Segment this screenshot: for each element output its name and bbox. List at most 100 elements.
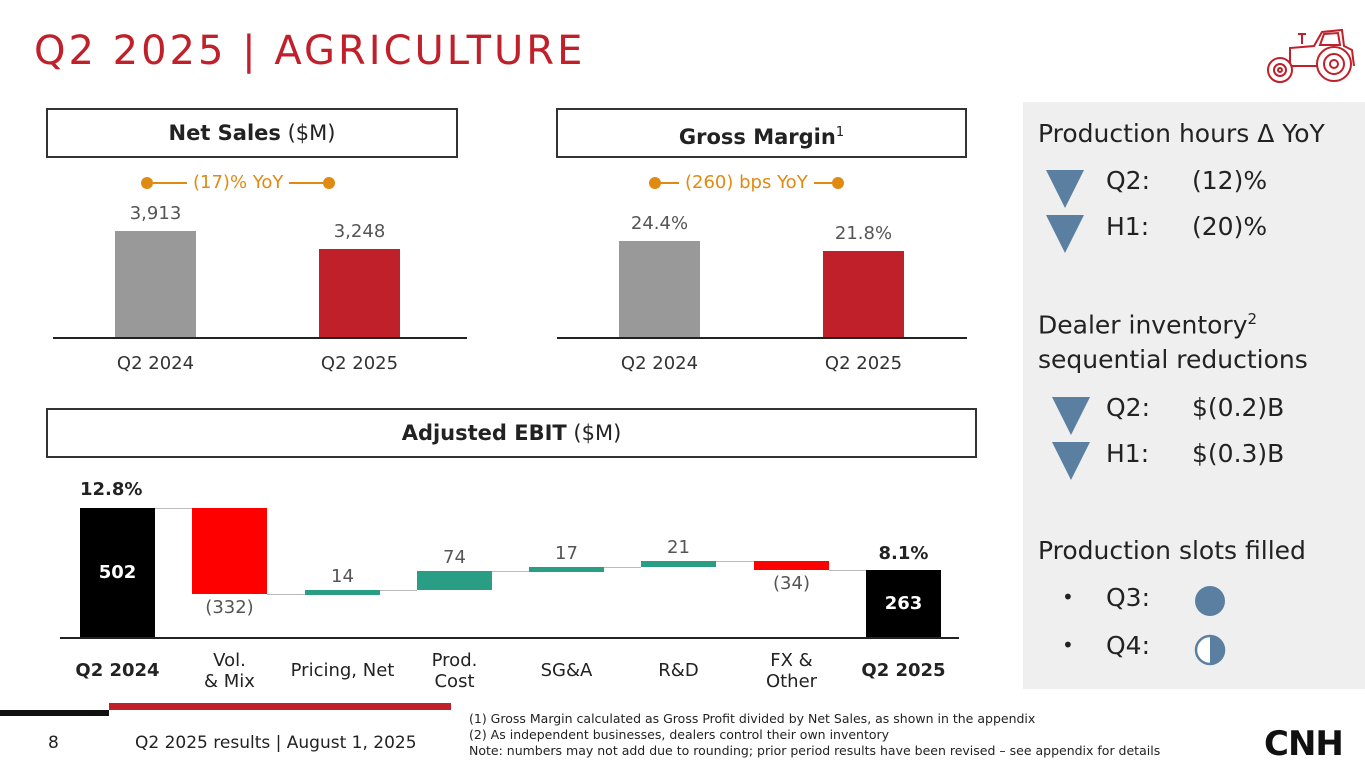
ph-q2-label: Q2: [1106, 166, 1151, 195]
waterfall-value-label: (34) [773, 573, 810, 595]
bullet: • [1062, 633, 1074, 657]
net-sales-header-unit: ($M) [280, 121, 336, 145]
ebit-axis [60, 637, 959, 639]
ebit-header-bold: Adjusted EBIT [401, 421, 567, 445]
bullet: • [1062, 585, 1074, 609]
waterfall-value-label: 502 [98, 562, 137, 583]
net-sales-axis [53, 337, 467, 339]
footnote-1: (1) Gross Margin calculated as Gross Pro… [469, 711, 1036, 726]
ebit-end-margin: 8.1% [878, 543, 929, 564]
net-sales-bar-q2-2024 [115, 231, 196, 337]
yoy-line-left [153, 181, 187, 184]
waterfall-bar [417, 571, 492, 591]
down-triangle-icon [1052, 442, 1090, 480]
waterfall-value-label: 14 [331, 566, 354, 588]
yoy-line-right [289, 181, 324, 184]
di-h1-label: H1: [1106, 439, 1150, 468]
cnh-logo: CNH [1264, 724, 1344, 764]
tractor-icon [1267, 28, 1355, 83]
waterfall-category-label: Vol. & Mix [204, 650, 255, 692]
net-sales-value-q2-2025: 3,248 [333, 221, 386, 242]
net-sales-value-q2-2024: 3,913 [129, 203, 182, 224]
waterfall-bar [529, 566, 604, 572]
gross-margin-yoy-text: (260) bps YoY [685, 172, 808, 193]
waterfall-value-label: 17 [555, 542, 578, 564]
waterfall-connector [267, 593, 305, 595]
waterfall-connector [492, 571, 529, 573]
net-sales-xlabel-q2-2024: Q2 2024 [116, 353, 195, 374]
slot-q3-label: Q3: [1106, 583, 1151, 612]
footer-rule-black [0, 710, 109, 716]
ebit-start-margin: 12.8% [80, 479, 143, 500]
page-number: 8 [48, 733, 59, 753]
net-sales-bar-q2-2025 [319, 249, 400, 337]
yoy-line-right [813, 181, 832, 184]
waterfall-category-label: Q2 2025 [861, 660, 946, 681]
down-triangle-icon [1046, 215, 1084, 253]
waterfall-bar [80, 508, 155, 638]
waterfall-connector [716, 561, 754, 563]
waterfall-value-label: 263 [884, 592, 923, 614]
waterfall-connector [380, 590, 417, 592]
waterfall-bar [192, 508, 267, 594]
footnotes: (1) Gross Margin calculated as Gross Pro… [469, 711, 1160, 759]
di-q2-label: Q2: [1106, 393, 1151, 422]
half-circle-icon [1194, 634, 1226, 666]
down-triangle-icon [1046, 170, 1084, 208]
production-hours-title: Production hours Δ YoY [1038, 119, 1325, 148]
waterfall-bar [641, 561, 716, 567]
production-slots-title: Production slots filled [1038, 536, 1306, 565]
gross-margin-header: Gross Margin1 [556, 108, 967, 158]
di-q2-value: $(0.2)B [1192, 393, 1285, 422]
dealer-title-line1: Dealer inventory [1038, 310, 1248, 340]
gross-margin-xlabel-q2-2025: Q2 2025 [824, 353, 903, 374]
waterfall-bar [754, 561, 829, 571]
gross-margin-footnote-ref: 1 [835, 125, 845, 140]
footer-caption: Q2 2025 results | August 1, 2025 [135, 733, 417, 753]
page-title: Q2 2025 | AGRICULTURE [34, 28, 586, 74]
waterfall-bar [305, 590, 380, 596]
ph-h1-label: H1: [1106, 212, 1150, 241]
waterfall-value-label: 74 [443, 547, 466, 569]
yoy-dot-left [141, 176, 153, 189]
waterfall-category-label: Prod. Cost [431, 650, 478, 692]
yoy-dot-left [649, 176, 661, 189]
footer-rule-red [109, 703, 451, 710]
net-sales-yoy-indicator: (17)% YoY [141, 172, 336, 193]
footnote-note: Note: numbers may not add due to roundin… [469, 743, 1161, 758]
waterfall-value-label: 21 [667, 537, 690, 559]
gross-margin-bar-q2-2024 [619, 241, 700, 337]
full-circle-icon [1195, 586, 1225, 616]
gross-margin-value-q2-2024: 24.4% [630, 213, 689, 234]
net-sales-yoy-text: (17)% YoY [193, 172, 284, 193]
waterfall-connector [829, 570, 866, 572]
waterfall-value-label: (332) [205, 596, 254, 618]
waterfall-category-label: R&D [658, 660, 699, 681]
net-sales-header-bold: Net Sales [168, 121, 281, 145]
ebit-waterfall-chart: 502 Q2 2024 (332) Vol. & Mix 14 Pricing, Net 7… [75, 508, 946, 692]
yoy-dot-right [323, 176, 336, 189]
ebit-header: Adjusted EBIT ($M) [46, 408, 977, 458]
yoy-dot-right [831, 176, 844, 189]
waterfall-connector [155, 508, 192, 509]
gross-margin-yoy-indicator: (260) bps YoY [649, 172, 844, 193]
dealer-inventory-title: Dealer inventory2 [1038, 310, 1257, 339]
net-sales-xlabel-q2-2025: Q2 2025 [320, 353, 399, 374]
waterfall-bar [866, 569, 941, 638]
waterfall-connector [604, 566, 641, 568]
waterfall-category-label: Pricing, Net [290, 660, 395, 681]
waterfall-category-label: SG&A [540, 660, 593, 681]
ph-q2-value: (12)% [1192, 166, 1268, 195]
footnote-2: (2) As independent businesses, dealers c… [469, 727, 890, 742]
gross-margin-bar-q2-2025 [823, 251, 904, 337]
waterfall-category-label: Q2 2024 [75, 660, 160, 681]
gross-margin-header-bold: Gross Margin [678, 125, 836, 149]
yoy-line-left [661, 181, 679, 184]
dealer-inventory-subtitle: sequential reductions [1038, 345, 1308, 374]
net-sales-header: Net Sales ($M) [46, 108, 458, 158]
ph-h1-value: (20)% [1192, 212, 1268, 241]
down-triangle-icon [1052, 397, 1090, 435]
gross-margin-axis [557, 337, 967, 339]
gross-margin-xlabel-q2-2024: Q2 2024 [620, 353, 699, 374]
gross-margin-value-q2-2025: 21.8% [834, 223, 893, 245]
